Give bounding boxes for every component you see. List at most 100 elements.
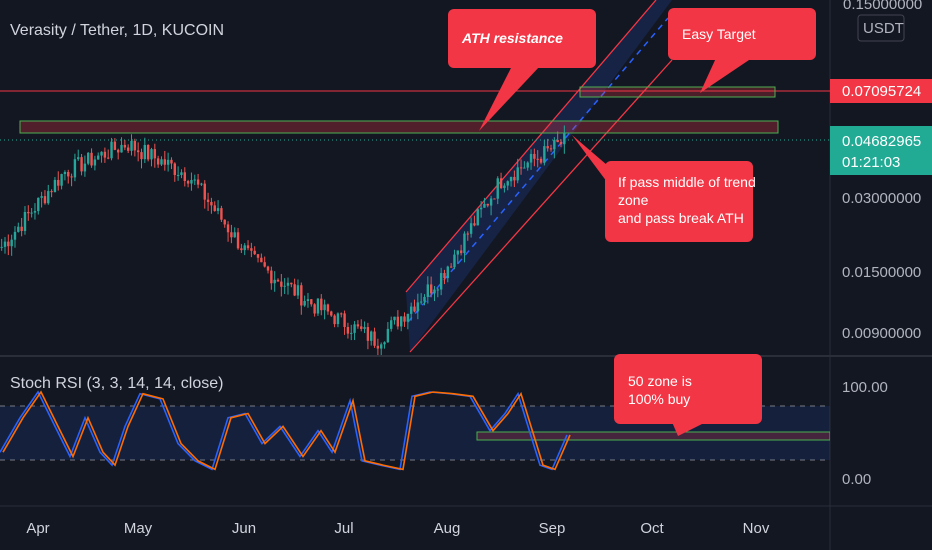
candle-body	[340, 313, 343, 315]
candle-body	[186, 181, 190, 184]
candle-body	[176, 174, 180, 176]
candle-body	[446, 266, 450, 279]
candle-body	[456, 250, 459, 255]
callout-easy-target[interactable]: Easy Target	[668, 8, 816, 93]
candle-body	[280, 281, 283, 287]
month-label-sep: Sep	[539, 520, 566, 537]
candle-body	[393, 316, 396, 321]
callout-text: If pass middle of trend zone and pass br…	[618, 174, 760, 226]
candle-body	[97, 155, 100, 160]
trend-channel-middle[interactable]	[407, 17, 669, 323]
candle-body	[463, 233, 466, 254]
callout-trend-zone[interactable]: If pass middle of trend zone and pass br…	[572, 135, 760, 242]
main-pane[interactable]	[0, 0, 830, 356]
candle-body	[100, 151, 103, 156]
candle-body	[523, 167, 526, 169]
candle-body	[266, 266, 270, 271]
candle-body	[536, 158, 539, 160]
currency-badge[interactable]	[857, 14, 905, 42]
price-tick-label: 0.00900000	[842, 325, 921, 342]
candle-body	[226, 224, 230, 233]
candle-body	[260, 257, 263, 263]
price-tick-label: 0.03000000	[842, 190, 921, 207]
callout-pointer	[479, 66, 540, 131]
candle-body	[200, 183, 203, 185]
candle-body	[413, 306, 416, 312]
candle-body	[67, 171, 70, 177]
candle-body	[426, 284, 430, 297]
callout-box	[668, 8, 816, 60]
candle-body	[516, 167, 519, 181]
candle-body	[543, 146, 546, 163]
target-price-label: 0.07095724	[842, 83, 921, 100]
callout-pointer	[672, 422, 706, 436]
candle-body	[296, 285, 300, 296]
candle-body	[509, 176, 513, 182]
candle-body	[50, 191, 53, 193]
candle-body	[489, 198, 493, 206]
candle-body	[240, 248, 243, 251]
candle-body	[506, 181, 509, 186]
candle-body	[343, 313, 346, 327]
candle-body	[216, 208, 220, 211]
candle-body	[373, 331, 376, 346]
price-tick-label: 0.01500000	[842, 264, 921, 281]
candle-body	[160, 159, 163, 165]
chart-title: Verasity / Tether, 1D, KUCOIN	[10, 22, 224, 39]
candle-body	[246, 245, 250, 249]
candle-body	[213, 205, 216, 211]
ath-resistance-zone[interactable]	[19, 120, 779, 134]
rsi-tick-label: 0.00	[842, 471, 871, 488]
candle-body	[10, 239, 13, 247]
fifty-zone-box[interactable]	[476, 431, 830, 441]
candle-body	[163, 159, 167, 165]
candle-body	[300, 285, 303, 306]
candle-body	[123, 144, 127, 148]
candle-body	[70, 176, 73, 178]
easy-target-zone[interactable]	[579, 86, 776, 98]
candle-body	[539, 158, 543, 163]
candle-body	[486, 203, 489, 206]
trend-channel-lower[interactable]	[409, 59, 673, 353]
candle-body	[47, 191, 50, 204]
candle-body	[469, 223, 473, 234]
candle-body	[107, 157, 110, 159]
candle-body	[533, 153, 536, 159]
candle-body	[476, 209, 479, 226]
stoch-rsi-d-line	[2, 390, 571, 471]
candle-body	[549, 148, 553, 150]
time-axis[interactable]: Apr May Jun Jul Aug Sep Oct Nov	[26, 520, 770, 537]
candle-body	[519, 167, 523, 169]
callout-fifty-zone[interactable]: 50 zone is 100% buy	[614, 354, 762, 436]
candle-body	[17, 226, 20, 232]
countdown-label: 01:21:03	[842, 154, 900, 171]
candle-body	[316, 298, 320, 314]
candle-body	[459, 250, 463, 254]
candle-body	[390, 320, 393, 329]
candle-body	[439, 273, 443, 290]
candle-body	[336, 313, 340, 325]
candle-body	[90, 152, 93, 166]
callout-box	[605, 161, 753, 242]
candle-body	[233, 232, 236, 238]
candle-body	[429, 284, 433, 294]
callout-text: Easy Target	[682, 26, 756, 42]
candle-body	[409, 306, 413, 314]
candle-body	[53, 179, 57, 193]
candle-body	[443, 273, 446, 279]
candle-body	[103, 151, 107, 158]
candle-body	[323, 304, 326, 311]
candlestick-series	[0, 125, 566, 355]
candle-body	[256, 254, 260, 258]
callout-ath-resistance[interactable]: ATH resistance	[448, 9, 596, 131]
trend-channel-upper[interactable]	[405, 0, 657, 293]
candle-body	[87, 152, 90, 164]
callout-text: 50 zone is 100% buy	[628, 373, 696, 407]
candle-body	[210, 201, 213, 206]
candle-body	[43, 196, 47, 204]
candle-body	[173, 163, 176, 175]
candle-body	[399, 316, 403, 327]
candle-body	[306, 299, 310, 301]
price-axis[interactable]: 0.15000000 USDT 0.07095724 0.04682965 01…	[830, 0, 932, 488]
